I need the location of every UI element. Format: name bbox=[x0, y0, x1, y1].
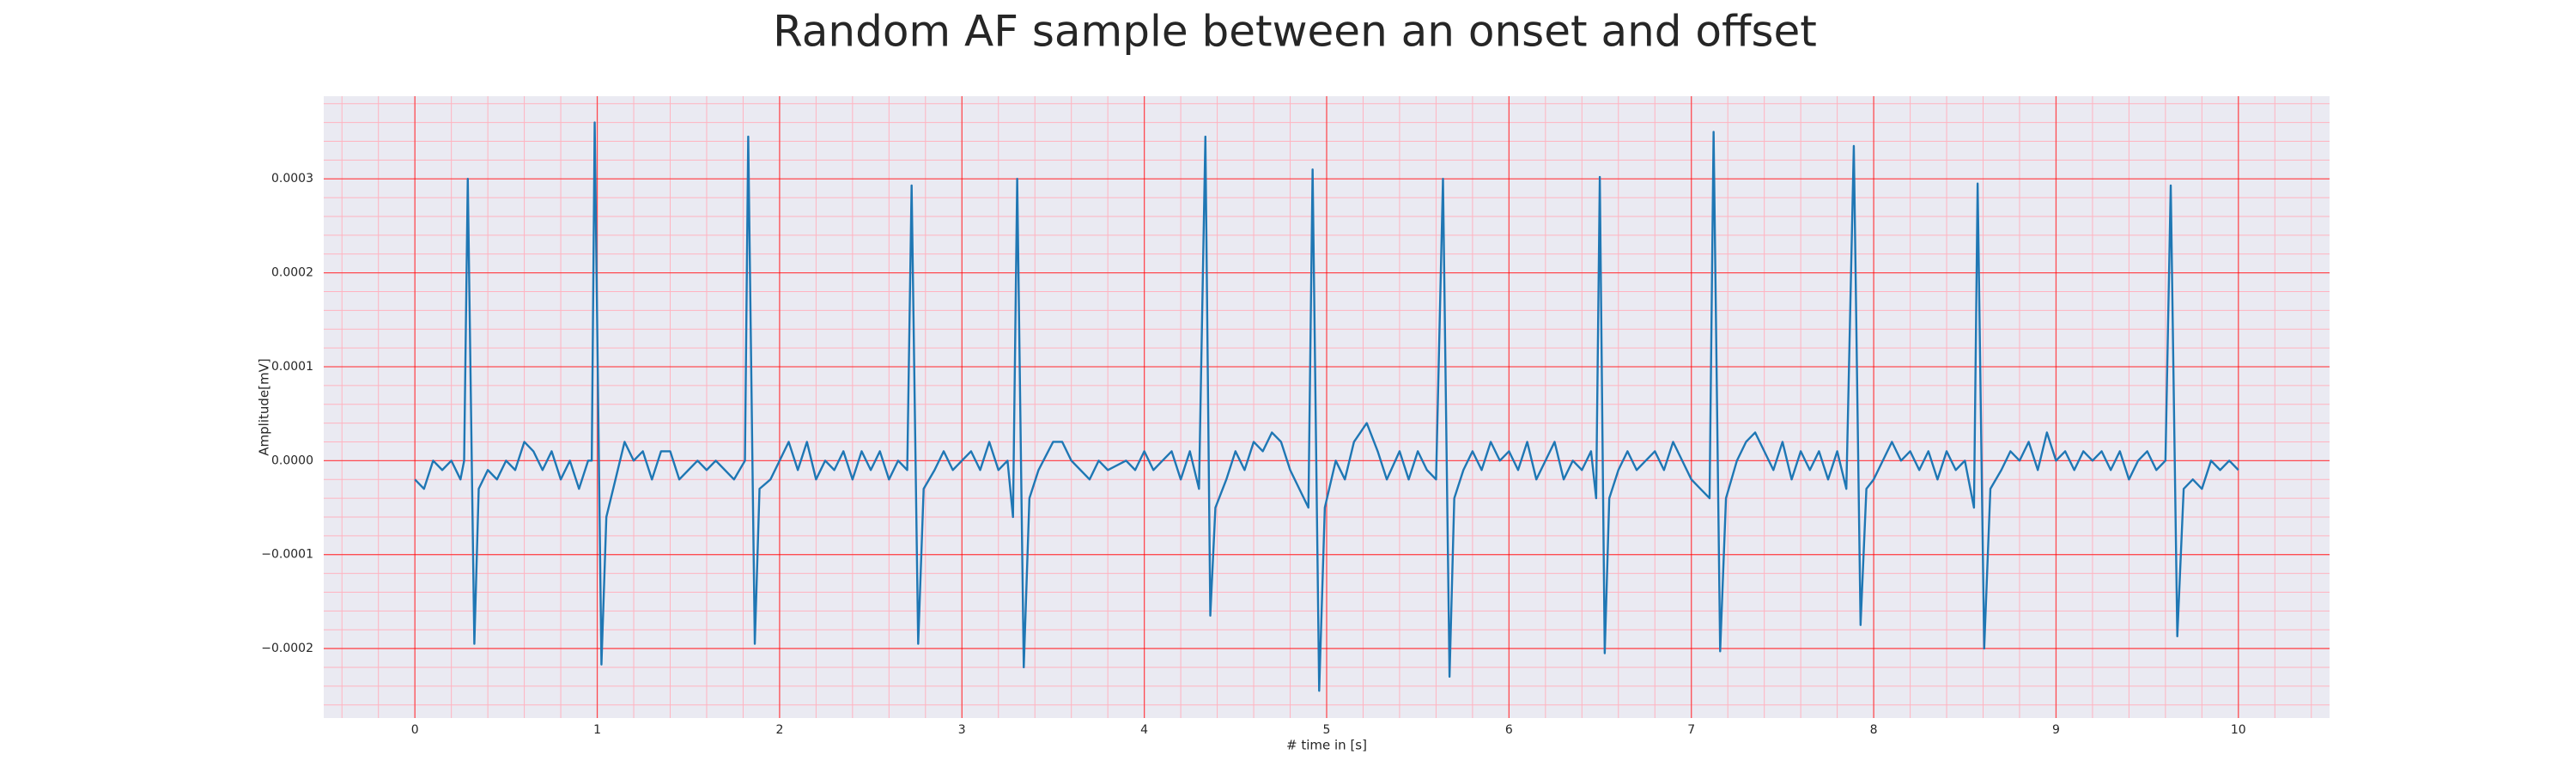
x-tick-label: 3 bbox=[958, 723, 966, 737]
y-tick-label: −0.0002 bbox=[261, 642, 313, 655]
y-axis-label: Amplitude[mV] bbox=[257, 358, 272, 455]
x-tick-label: 5 bbox=[1323, 723, 1331, 737]
x-tick-label: 0 bbox=[411, 723, 419, 737]
x-axis-label: # time in [s] bbox=[1286, 738, 1367, 753]
x-tick-label: 1 bbox=[593, 723, 601, 737]
x-tick-label: 9 bbox=[2052, 723, 2060, 737]
y-tick-label: 0.0001 bbox=[271, 360, 313, 374]
x-tick-label: 8 bbox=[1870, 723, 1878, 737]
x-tick-label: 10 bbox=[2231, 723, 2246, 737]
x-tick-label: 2 bbox=[775, 723, 783, 737]
x-tick-label: 4 bbox=[1140, 723, 1148, 737]
y-tick-label: −0.0001 bbox=[261, 548, 313, 562]
ecg-line bbox=[414, 121, 2239, 692]
y-tick-label: 0.0003 bbox=[271, 172, 313, 186]
x-tick-label: 7 bbox=[1687, 723, 1695, 737]
y-tick-label: 0.0000 bbox=[271, 453, 313, 467]
y-tick-label: 0.0002 bbox=[271, 266, 313, 280]
x-tick-label: 6 bbox=[1505, 723, 1513, 737]
chart-title: Random AF sample between an onset and of… bbox=[773, 7, 1817, 57]
